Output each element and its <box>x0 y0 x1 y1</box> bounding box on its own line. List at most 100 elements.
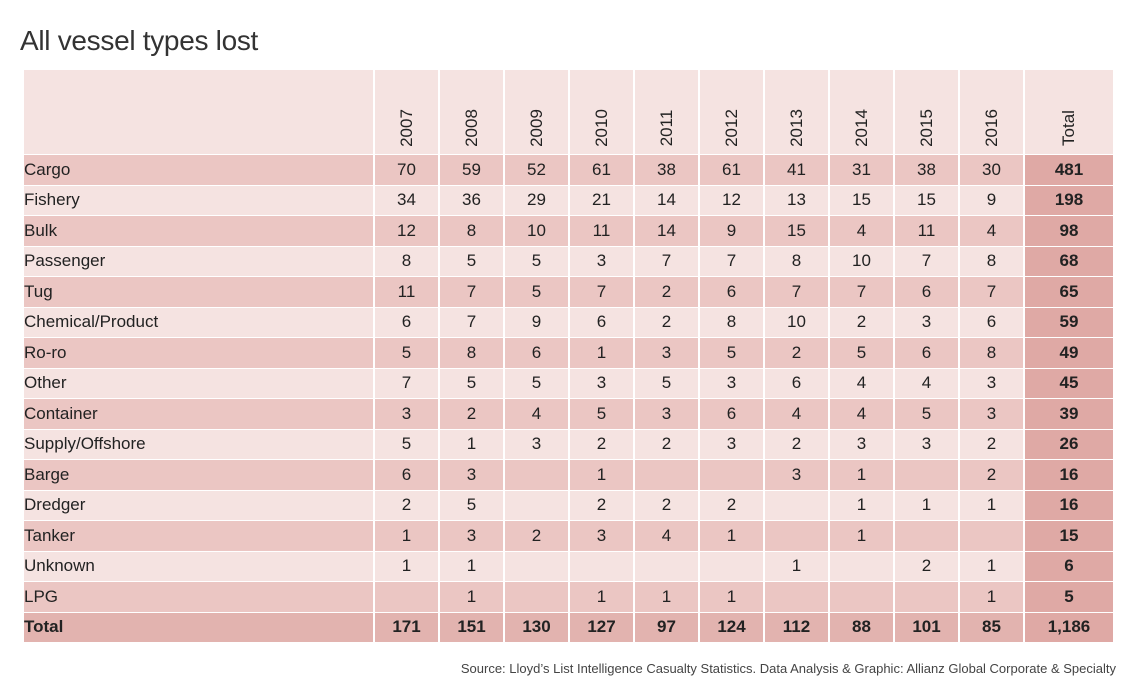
row-label: Cargo <box>24 155 373 185</box>
column-header-label: 2016 <box>981 109 1001 147</box>
value-cell <box>830 582 893 612</box>
value-cell: 1 <box>830 521 893 551</box>
value-cell: 21 <box>570 185 633 215</box>
value-cell: 1 <box>440 551 503 581</box>
row-label: Tug <box>24 277 373 307</box>
value-cell: 36 <box>440 185 503 215</box>
value-cell: 6 <box>375 460 438 490</box>
value-cell <box>960 521 1023 551</box>
value-cell: 3 <box>375 399 438 429</box>
value-cell <box>700 551 763 581</box>
value-cell: 1 <box>570 460 633 490</box>
value-cell: 124 <box>700 612 763 642</box>
value-cell: 11 <box>375 277 438 307</box>
value-cell: 7 <box>765 277 828 307</box>
value-cell: 6 <box>375 307 438 337</box>
column-header-label: 2012 <box>721 109 741 147</box>
column-header-2012: 2012 <box>700 70 763 154</box>
table-row: Unknown 1 1 1 2 1 6 <box>24 551 1113 581</box>
value-cell: 1 <box>895 490 958 520</box>
column-header-label: 2015 <box>916 109 936 147</box>
row-total-cell: 198 <box>1025 185 1113 215</box>
value-cell: 4 <box>960 216 1023 246</box>
value-cell: 3 <box>570 246 633 276</box>
column-header-2015: 2015 <box>895 70 958 154</box>
value-cell: 3 <box>960 368 1023 398</box>
value-cell: 38 <box>895 155 958 185</box>
value-cell: 9 <box>960 185 1023 215</box>
value-cell: 8 <box>700 307 763 337</box>
value-cell: 5 <box>375 338 438 368</box>
value-cell: 2 <box>960 460 1023 490</box>
value-cell: 3 <box>505 429 568 459</box>
table-row: Passenger 8 5 5 3 7 7 8 10 7 8 68 <box>24 246 1113 276</box>
value-cell: 2 <box>635 429 698 459</box>
row-total-cell: 68 <box>1025 246 1113 276</box>
value-cell: 9 <box>700 216 763 246</box>
row-label: Bulk <box>24 216 373 246</box>
value-cell: 7 <box>700 246 763 276</box>
value-cell: 151 <box>440 612 503 642</box>
value-cell: 70 <box>375 155 438 185</box>
value-cell: 5 <box>505 277 568 307</box>
row-label: Barge <box>24 460 373 490</box>
value-cell: 112 <box>765 612 828 642</box>
value-cell <box>375 582 438 612</box>
value-cell: 6 <box>895 338 958 368</box>
value-cell: 8 <box>440 338 503 368</box>
row-total-cell: 26 <box>1025 429 1113 459</box>
value-cell: 1 <box>700 521 763 551</box>
source-note: Source: Lloyd’s List Intelligence Casual… <box>460 661 1116 676</box>
value-cell: 88 <box>830 612 893 642</box>
value-cell: 4 <box>635 521 698 551</box>
value-cell: 38 <box>635 155 698 185</box>
value-cell: 8 <box>960 338 1023 368</box>
column-header-2016: 2016 <box>960 70 1023 154</box>
value-cell: 6 <box>505 338 568 368</box>
value-cell: 2 <box>765 429 828 459</box>
value-cell: 4 <box>895 368 958 398</box>
value-cell: 5 <box>635 368 698 398</box>
value-cell: 3 <box>570 521 633 551</box>
value-cell <box>635 551 698 581</box>
column-header-2011: 2011 <box>635 70 698 154</box>
row-label: Ro-ro <box>24 338 373 368</box>
column-header-label: 2009 <box>526 109 546 147</box>
value-cell: 61 <box>700 155 763 185</box>
value-cell: 7 <box>570 277 633 307</box>
row-label: Container <box>24 399 373 429</box>
value-cell: 5 <box>830 338 893 368</box>
row-label: Unknown <box>24 551 373 581</box>
row-label: Supply/Offshore <box>24 429 373 459</box>
value-cell <box>895 582 958 612</box>
row-label: Fishery <box>24 185 373 215</box>
value-cell: 3 <box>700 429 763 459</box>
row-label: Other <box>24 368 373 398</box>
value-cell: 3 <box>635 399 698 429</box>
value-cell: 3 <box>570 368 633 398</box>
value-cell <box>505 582 568 612</box>
value-cell: 5 <box>505 246 568 276</box>
value-cell: 31 <box>830 155 893 185</box>
value-cell: 30 <box>960 155 1023 185</box>
value-cell: 130 <box>505 612 568 642</box>
value-cell: 3 <box>895 307 958 337</box>
value-cell: 7 <box>440 307 503 337</box>
table-row: Fishery 34 36 29 21 14 12 13 15 15 9 198 <box>24 185 1113 215</box>
value-cell: 1 <box>570 338 633 368</box>
value-cell: 2 <box>570 429 633 459</box>
row-total-cell: 59 <box>1025 307 1113 337</box>
column-header-2010: 2010 <box>570 70 633 154</box>
value-cell: 7 <box>375 368 438 398</box>
value-cell: 52 <box>505 155 568 185</box>
value-cell: 2 <box>895 551 958 581</box>
value-cell <box>765 582 828 612</box>
value-cell: 5 <box>700 338 763 368</box>
row-total-cell: 16 <box>1025 460 1113 490</box>
value-cell: 10 <box>830 246 893 276</box>
value-cell: 1 <box>375 521 438 551</box>
value-cell: 171 <box>375 612 438 642</box>
value-cell: 2 <box>700 490 763 520</box>
value-cell: 6 <box>895 277 958 307</box>
value-cell: 11 <box>570 216 633 246</box>
